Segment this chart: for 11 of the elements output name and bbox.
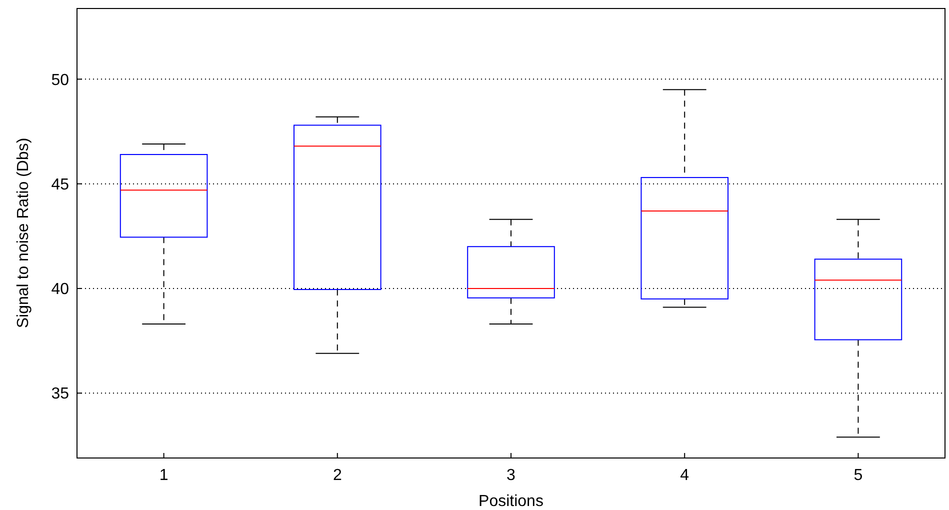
y-tick-label: 50 [51, 72, 70, 89]
x-axis-title: Positions [478, 493, 544, 510]
y-axis-title: Signal to noise Ratio (Dbs) [15, 138, 32, 328]
x-tick-label: 3 [506, 467, 516, 484]
x-tick-label: 4 [680, 467, 690, 484]
y-tick-label: 35 [51, 386, 70, 403]
x-tick-label: 1 [159, 467, 168, 484]
y-tick-label: 45 [51, 176, 70, 194]
x-tick-label: 2 [332, 467, 342, 484]
y-tick-label: 40 [51, 281, 70, 298]
x-tick-label: 5 [854, 467, 863, 484]
